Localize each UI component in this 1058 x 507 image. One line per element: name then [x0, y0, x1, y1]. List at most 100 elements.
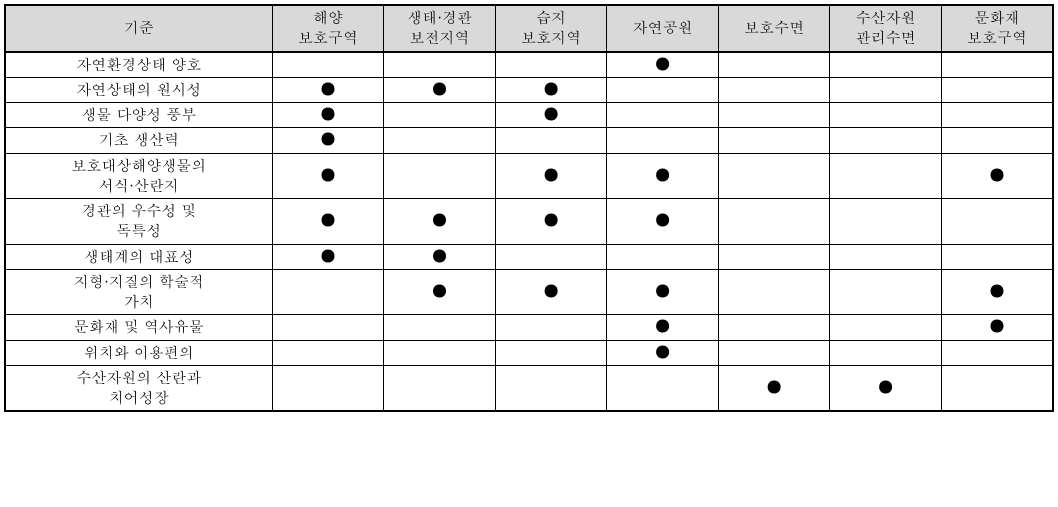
cell — [384, 340, 496, 365]
cell — [607, 77, 719, 102]
cell — [718, 199, 830, 245]
header-col-1: 생태·경관보전지역 — [384, 5, 496, 52]
cell: ● — [272, 244, 384, 269]
dot-icon: ● — [432, 244, 448, 267]
cell — [941, 244, 1053, 269]
table-row: 지형·지질의 학술적가치 ● ● ● ● — [5, 269, 1053, 315]
cell — [830, 269, 942, 315]
table-row: 생태계의 대표성●● — [5, 244, 1053, 269]
cell — [718, 340, 830, 365]
cell — [718, 52, 830, 78]
cell: ● — [941, 269, 1053, 315]
header-row: 기준 해양보호구역 생태·경관보전지역 습지보호지역 자연공원 보호수면 수산자… — [5, 5, 1053, 52]
cell: ● — [941, 315, 1053, 340]
cell — [607, 103, 719, 128]
dot-icon: ● — [543, 163, 559, 186]
cell — [272, 315, 384, 340]
cell — [718, 244, 830, 269]
cell: ● — [607, 340, 719, 365]
dot-icon: ● — [432, 208, 448, 231]
cell — [607, 128, 719, 153]
row-label: 문화재 및 역사유물 — [5, 315, 272, 340]
cell: ● — [384, 199, 496, 245]
cell — [718, 269, 830, 315]
cell — [272, 269, 384, 315]
table-row: 기초 생산력 ● — [5, 128, 1053, 153]
cell: ● — [718, 365, 830, 411]
cell — [607, 365, 719, 411]
cell — [941, 103, 1053, 128]
cell — [384, 315, 496, 340]
cell — [272, 52, 384, 78]
dot-icon: ● — [989, 314, 1005, 337]
dot-icon: ● — [320, 102, 336, 125]
dot-icon: ● — [543, 102, 559, 125]
table-row: 문화재 및 역사유물 ● ● — [5, 315, 1053, 340]
cell — [272, 340, 384, 365]
cell: ● — [607, 199, 719, 245]
cell — [718, 103, 830, 128]
table-row: 수산자원의 산란과치어성장 ●● — [5, 365, 1053, 411]
cell: ● — [607, 52, 719, 78]
dot-icon: ● — [543, 77, 559, 100]
cell: ● — [384, 269, 496, 315]
dot-icon: ● — [320, 163, 336, 186]
row-label: 자연환경상태 양호 — [5, 52, 272, 78]
cell — [941, 340, 1053, 365]
row-label: 지형·지질의 학술적가치 — [5, 269, 272, 315]
cell — [718, 128, 830, 153]
header-col-6: 문화재보호구역 — [941, 5, 1053, 52]
cell — [495, 365, 607, 411]
cell: ● — [830, 365, 942, 411]
cell — [495, 52, 607, 78]
cell: ● — [272, 103, 384, 128]
dot-icon: ● — [655, 208, 671, 231]
dot-icon: ● — [989, 163, 1005, 186]
cell: ● — [495, 153, 607, 199]
dot-icon: ● — [320, 127, 336, 150]
row-label: 생물 다양성 풍부 — [5, 103, 272, 128]
cell — [607, 244, 719, 269]
table-row: 자연상태의 원시성●●● — [5, 77, 1053, 102]
row-label: 기초 생산력 — [5, 128, 272, 153]
dot-icon: ● — [543, 279, 559, 302]
table-header: 기준 해양보호구역 생태·경관보전지역 습지보호지역 자연공원 보호수면 수산자… — [5, 5, 1053, 52]
cell — [384, 52, 496, 78]
cell — [941, 128, 1053, 153]
dot-icon: ● — [655, 52, 671, 75]
cell — [718, 77, 830, 102]
row-label: 경관의 우수성 및독특성 — [5, 199, 272, 245]
row-label: 수산자원의 산란과치어성장 — [5, 365, 272, 411]
dot-icon: ● — [655, 163, 671, 186]
cell — [830, 244, 942, 269]
cell: ● — [495, 77, 607, 102]
table-body: 자연환경상태 양호●자연상태의 원시성●●●생물 다양성 풍부●●기초 생산력●… — [5, 52, 1053, 412]
dot-icon: ● — [655, 340, 671, 363]
cell — [830, 128, 942, 153]
cell — [941, 52, 1053, 78]
row-label: 보호대상해양생물의서식·산란지 — [5, 153, 272, 199]
cell — [495, 128, 607, 153]
cell — [830, 103, 942, 128]
cell: ● — [495, 103, 607, 128]
dot-icon: ● — [320, 208, 336, 231]
table-container: 기준 해양보호구역 생태·경관보전지역 습지보호지역 자연공원 보호수면 수산자… — [4, 4, 1054, 412]
cell — [384, 365, 496, 411]
cell: ● — [272, 77, 384, 102]
table-row: 경관의 우수성 및독특성●●●● — [5, 199, 1053, 245]
cell — [830, 52, 942, 78]
header-col-5: 수산자원관리수면 — [830, 5, 942, 52]
table-row: 자연환경상태 양호 ● — [5, 52, 1053, 78]
table-row: 보호대상해양생물의서식·산란지 ● ● ● ● — [5, 153, 1053, 199]
cell — [495, 315, 607, 340]
cell — [495, 340, 607, 365]
dot-icon: ● — [655, 314, 671, 337]
dot-icon: ● — [655, 279, 671, 302]
cell — [830, 199, 942, 245]
cell — [941, 77, 1053, 102]
cell — [495, 244, 607, 269]
cell: ● — [272, 153, 384, 199]
table-row: 생물 다양성 풍부 ● ● — [5, 103, 1053, 128]
cell — [941, 365, 1053, 411]
cell — [384, 128, 496, 153]
